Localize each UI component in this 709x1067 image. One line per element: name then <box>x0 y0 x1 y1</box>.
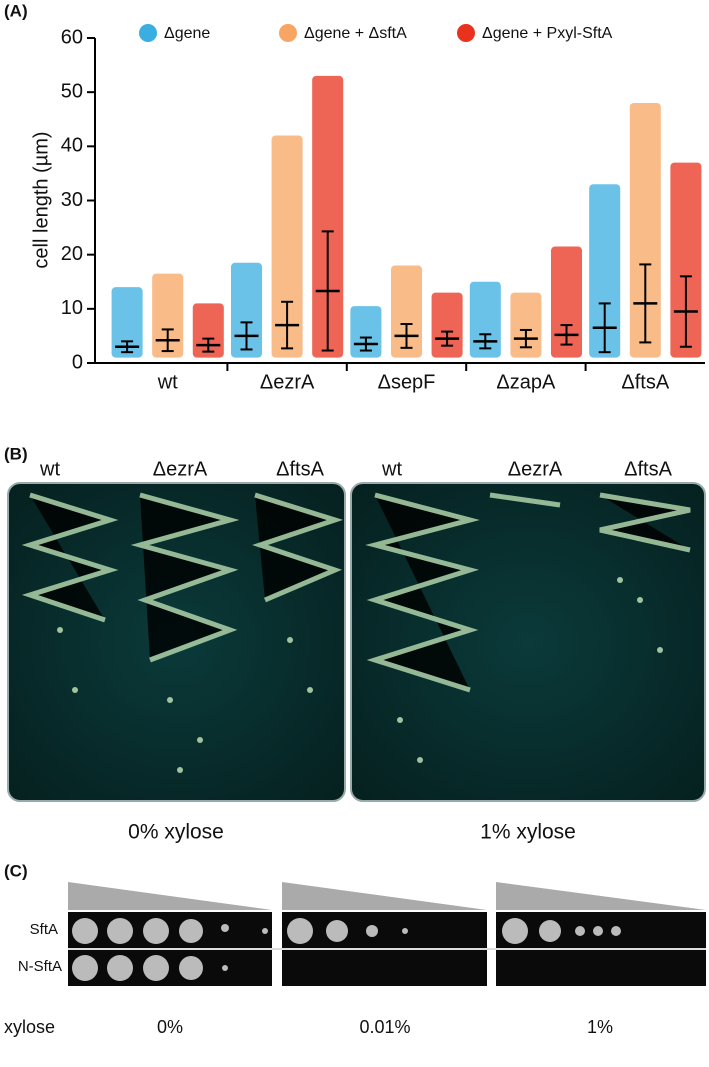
plate-label: ΔezrA <box>508 458 563 480</box>
x-tick-label: ΔzapA <box>496 371 556 393</box>
plate-photos <box>7 482 706 802</box>
data-range <box>589 184 621 358</box>
data-range <box>271 135 303 358</box>
panel-label: (C) <box>4 861 28 880</box>
plate-label: ΔftsA <box>276 458 324 480</box>
y-tick-label: 60 <box>61 26 83 48</box>
panel-label: (A) <box>4 1 28 20</box>
data-range <box>230 262 263 358</box>
condition: 0.01% <box>359 1017 410 1037</box>
data-range <box>510 292 542 358</box>
data-range <box>431 292 463 358</box>
row-label: N-SftA <box>18 958 62 975</box>
legend-swatch <box>139 24 157 42</box>
y-tick-label: 40 <box>61 135 83 157</box>
data-range <box>550 246 583 358</box>
y-tick-label: 30 <box>61 189 83 211</box>
plate-label: wt <box>381 458 402 480</box>
plate-label: wt <box>39 458 60 480</box>
panel-label: (B) <box>4 444 28 463</box>
y-tick-label: 10 <box>61 297 83 319</box>
data-range <box>390 265 423 358</box>
x-tick-label: ΔftsA <box>621 371 669 393</box>
data-range <box>629 103 661 358</box>
plate-caption: 0% xylose <box>128 821 224 844</box>
x-tick-label: ΔsepF <box>378 371 436 393</box>
condition: 0% <box>157 1017 183 1037</box>
spot-assay <box>68 882 706 986</box>
y-axis-label: cell length (µm) <box>30 131 52 268</box>
data-range <box>152 273 184 358</box>
data-range <box>312 75 344 358</box>
y-tick-label: 20 <box>61 243 83 265</box>
plate-label: ΔftsA <box>624 458 672 480</box>
x-tick-label: wt <box>157 371 178 393</box>
row-label: SftA <box>30 921 58 938</box>
y-tick-label: 50 <box>61 80 83 102</box>
legend-swatch <box>457 24 475 42</box>
legend-label: Δgene <box>164 25 210 42</box>
plate-caption: 1% xylose <box>480 821 576 844</box>
data-range <box>111 287 143 358</box>
data-range <box>670 162 702 358</box>
condition-label: xylose <box>4 1017 55 1037</box>
legend-label: Δgene + ΔsftA <box>304 25 407 42</box>
condition: 1% <box>587 1017 613 1037</box>
x-tick-label: ΔezrA <box>260 371 315 393</box>
plate-label: ΔezrA <box>153 458 208 480</box>
y-tick-label: 0 <box>72 351 83 373</box>
legend-swatch <box>279 24 297 42</box>
legend-label: Δgene + Pxyl-SftA <box>482 25 613 42</box>
data-range <box>469 281 501 358</box>
